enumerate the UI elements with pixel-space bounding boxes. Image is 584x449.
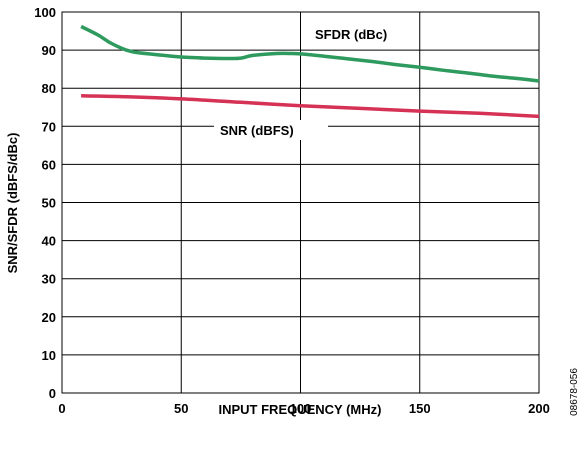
y-tick-label: 30: [42, 272, 56, 287]
y-tick-label: 60: [42, 157, 56, 172]
grid-lines: [61, 11, 540, 394]
series-line-snr: [81, 94, 540, 119]
x-tick-label: 50: [174, 401, 188, 416]
y-tick-label: 50: [42, 196, 56, 211]
series-line-sfdr: [80, 24, 540, 83]
y-tick-label: 20: [42, 310, 56, 325]
y-tick-label: 10: [42, 348, 56, 363]
x-axis-title: INPUT FREQUENCY (MHz): [219, 402, 382, 417]
series-label-sfdr-text: SFDR (dBc): [315, 27, 387, 42]
figure-id: 08678-056: [569, 368, 580, 416]
x-tick-labels: 0 50 100 150 200: [58, 401, 549, 416]
y-tick-label: 90: [42, 43, 56, 58]
x-tick-label: 150: [409, 401, 431, 416]
series-label-sfdr: SFDR (dBc): [306, 24, 414, 44]
x-tick-label: 0: [58, 401, 65, 416]
y-tick-label: 80: [42, 81, 56, 96]
x-tick-label: 100: [290, 401, 312, 416]
series-label-snr-text: SNR (dBFS): [220, 123, 294, 138]
y-tick-label: 100: [34, 5, 56, 20]
series-label-snr: SNR (dBFS): [214, 120, 328, 140]
plot-area-frame: [61, 11, 540, 394]
series-lines: [80, 24, 540, 119]
y-axis-title: SNR/SFDR (dBFS/dBc): [5, 133, 20, 274]
x-tick-label: 200: [528, 401, 550, 416]
y-tick-label: 70: [42, 119, 56, 134]
y-tick-labels: 0 10 20 30 40 50 60 70 80 90 100: [34, 5, 56, 401]
y-tick-label: 40: [42, 234, 56, 249]
y-tick-label: 0: [49, 386, 56, 401]
